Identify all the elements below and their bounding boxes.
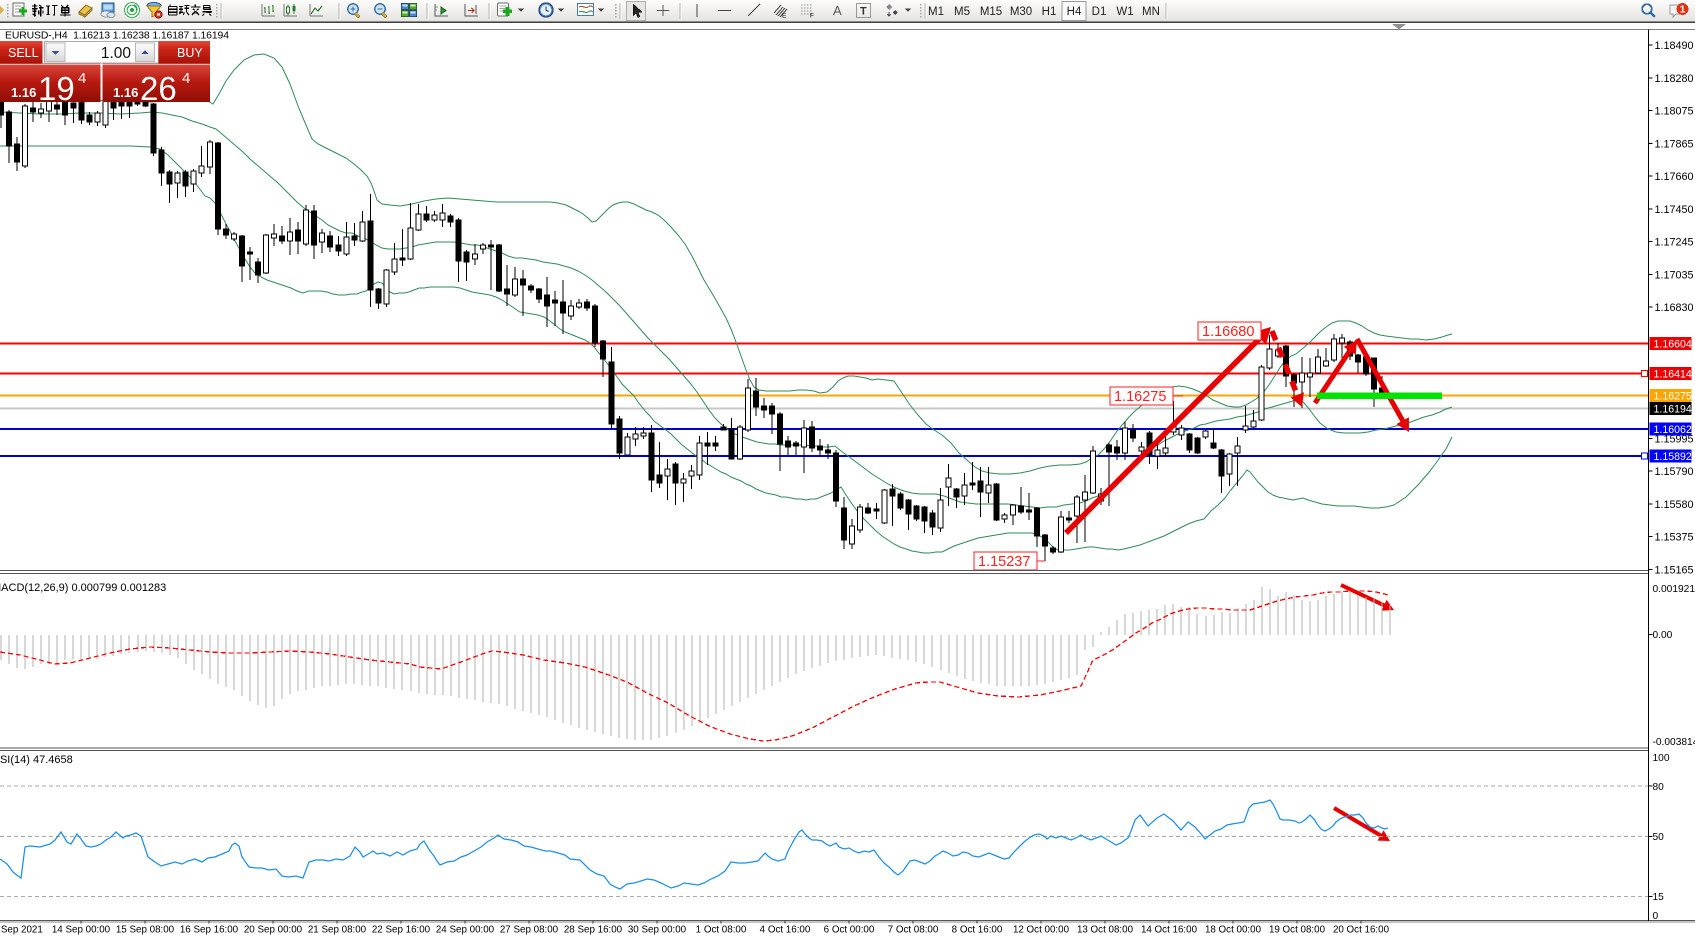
svg-text:8 Oct 16:00: 8 Oct 16:00 xyxy=(952,925,1003,936)
svg-text:M1: M1 xyxy=(928,6,944,18)
svg-text:T: T xyxy=(860,6,867,18)
svg-text:1.17245: 1.17245 xyxy=(1655,236,1694,248)
svg-text:19 Oct 08:00: 19 Oct 08:00 xyxy=(1269,925,1326,936)
svg-text:1.15995: 1.15995 xyxy=(1655,434,1694,446)
svg-text:18 Oct 00:00: 18 Oct 00:00 xyxy=(1205,925,1262,936)
svg-text:EURUSD-,H4 1.16213 1.16238 1.: EURUSD-,H4 1.16213 1.16238 1.16187 1.161… xyxy=(5,31,229,42)
svg-text:13 Oct 08:00: 13 Oct 08:00 xyxy=(1077,925,1134,936)
svg-text:14 Sep 00:00: 14 Sep 00:00 xyxy=(52,925,111,936)
svg-text:1.16275: 1.16275 xyxy=(1114,389,1166,405)
svg-text:13 Sep 2021: 13 Sep 2021 xyxy=(0,925,43,936)
svg-text:12 Oct 00:00: 12 Oct 00:00 xyxy=(1013,925,1070,936)
svg-text:M30: M30 xyxy=(1010,6,1032,18)
svg-text:1.18490: 1.18490 xyxy=(1655,40,1694,52)
svg-text:21 Sep 08:00: 21 Sep 08:00 xyxy=(308,925,367,936)
svg-text:100: 100 xyxy=(1653,753,1670,764)
svg-text:SELL: SELL xyxy=(8,46,39,60)
svg-text:A: A xyxy=(833,3,842,18)
svg-text:0.00: 0.00 xyxy=(1653,630,1673,641)
svg-text:1.15165: 1.15165 xyxy=(1655,565,1694,577)
svg-text:15 Sep 08:00: 15 Sep 08:00 xyxy=(116,925,175,936)
svg-text:16 Sep 16:00: 16 Sep 16:00 xyxy=(180,925,239,936)
svg-text:1.18280: 1.18280 xyxy=(1655,73,1694,85)
svg-text:1.16: 1.16 xyxy=(113,85,138,100)
svg-text:26: 26 xyxy=(140,70,177,107)
svg-text:15: 15 xyxy=(1653,892,1665,903)
svg-text:1.17035: 1.17035 xyxy=(1655,270,1694,282)
svg-text:H1: H1 xyxy=(1042,6,1057,18)
svg-text:80: 80 xyxy=(1653,782,1665,793)
svg-text:24 Sep 00:00: 24 Sep 00:00 xyxy=(436,925,495,936)
svg-text:1.17865: 1.17865 xyxy=(1655,139,1694,151)
svg-text:1.15580: 1.15580 xyxy=(1655,499,1694,511)
svg-text:MN: MN xyxy=(1142,6,1160,18)
svg-text:M15: M15 xyxy=(980,6,1002,18)
svg-text:50: 50 xyxy=(1653,832,1665,843)
svg-text:1.16062: 1.16062 xyxy=(1654,424,1692,436)
svg-text:1.15790: 1.15790 xyxy=(1655,466,1694,478)
svg-text:1.16275: 1.16275 xyxy=(1654,391,1692,403)
svg-text:6 Oct 00:00: 6 Oct 00:00 xyxy=(824,925,875,936)
svg-text:4: 4 xyxy=(78,70,86,87)
svg-text:7 Oct 08:00: 7 Oct 08:00 xyxy=(888,925,939,936)
svg-text:MACD(12,26,9) 0.000799 0.00128: MACD(12,26,9) 0.000799 0.001283 xyxy=(0,582,166,594)
svg-text:1.15892: 1.15892 xyxy=(1654,451,1692,463)
svg-text:1.15375: 1.15375 xyxy=(1655,532,1694,544)
svg-text:W1: W1 xyxy=(1116,6,1133,18)
svg-text:20 Oct 16:00: 20 Oct 16:00 xyxy=(1333,925,1390,936)
svg-text:4 Oct 16:00: 4 Oct 16:00 xyxy=(760,925,811,936)
svg-text:M5: M5 xyxy=(954,6,970,18)
svg-text:1.16604: 1.16604 xyxy=(1654,339,1692,351)
svg-text:D1: D1 xyxy=(1092,6,1107,18)
svg-text:E: E xyxy=(782,13,787,20)
svg-text:1.16414: 1.16414 xyxy=(1654,369,1692,381)
svg-text:14 Oct 16:00: 14 Oct 16:00 xyxy=(1141,925,1198,936)
svg-text:0: 0 xyxy=(1653,911,1659,922)
svg-text:1: 1 xyxy=(1680,5,1686,16)
svg-text:28 Sep 16:00: 28 Sep 16:00 xyxy=(564,925,623,936)
svg-text:1.16830: 1.16830 xyxy=(1655,302,1694,314)
svg-text:1.16: 1.16 xyxy=(11,85,36,100)
svg-text:1.17450: 1.17450 xyxy=(1655,204,1694,216)
svg-text:H4: H4 xyxy=(1067,6,1082,18)
svg-text:-0.003814: -0.003814 xyxy=(1653,737,1695,748)
svg-text:1.18075: 1.18075 xyxy=(1655,105,1694,117)
svg-text:27 Sep 08:00: 27 Sep 08:00 xyxy=(500,925,559,936)
svg-text:BUY: BUY xyxy=(177,46,203,60)
svg-text:1.16680: 1.16680 xyxy=(1202,324,1254,340)
svg-text:19: 19 xyxy=(38,70,75,107)
svg-text:1.00: 1.00 xyxy=(101,45,132,62)
svg-text:1.15237: 1.15237 xyxy=(978,554,1030,570)
svg-text:0.001921: 0.001921 xyxy=(1653,584,1695,595)
svg-text:30 Sep 00:00: 30 Sep 00:00 xyxy=(628,925,687,936)
svg-text:1.17660: 1.17660 xyxy=(1655,171,1694,183)
svg-text:1.16194: 1.16194 xyxy=(1654,404,1692,416)
svg-text:RSI(14) 47.4658: RSI(14) 47.4658 xyxy=(0,754,73,766)
svg-text:1 Oct 08:00: 1 Oct 08:00 xyxy=(696,925,747,936)
svg-text:20 Sep 00:00: 20 Sep 00:00 xyxy=(244,925,303,936)
svg-text:22 Sep 16:00: 22 Sep 16:00 xyxy=(372,925,431,936)
svg-text:4: 4 xyxy=(182,70,190,87)
svg-text:F: F xyxy=(810,13,814,20)
